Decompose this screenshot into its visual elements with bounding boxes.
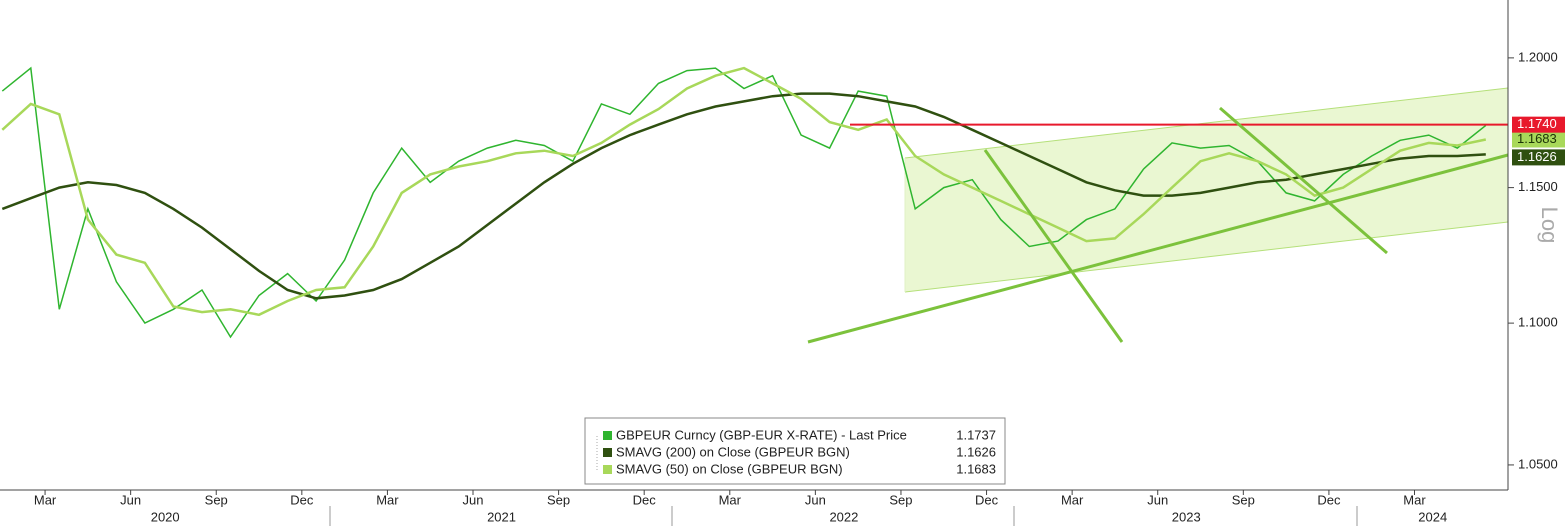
year-label: 2024 bbox=[1418, 509, 1447, 524]
y-tick-label: 1.0500 bbox=[1518, 456, 1558, 471]
last-value-label-box bbox=[1512, 131, 1565, 148]
x-tick-label: Sep bbox=[205, 492, 228, 507]
x-tick-label: Jun bbox=[463, 492, 484, 507]
x-tick-label: Dec bbox=[975, 492, 999, 507]
last-value-label: 1.1683 bbox=[1517, 131, 1557, 146]
year-label: 2022 bbox=[829, 509, 858, 524]
year-label: 2023 bbox=[1172, 509, 1201, 524]
x-tick-label: Mar bbox=[376, 492, 399, 507]
legend-value: 1.1737 bbox=[956, 427, 996, 442]
x-tick-label: Sep bbox=[547, 492, 570, 507]
legend-label: SMAVG (200) on Close (GBPEUR BGN) bbox=[616, 444, 850, 459]
series-line bbox=[1, 92, 1486, 300]
x-tick-label: Dec bbox=[1317, 492, 1341, 507]
year-label: 2020 bbox=[151, 509, 180, 524]
y-tick-label: 1.1500 bbox=[1518, 179, 1558, 194]
legend: GBPEUR Curncy (GBP-EUR X-RATE) - Last Pr… bbox=[584, 417, 1006, 485]
x-tick-label: Mar bbox=[34, 492, 57, 507]
axis-group: 1.0500 1.1000 1.1500 1.2000 Mar Jun Sep Dec Mar J… bbox=[34, 49, 1565, 524]
y-tick-label: 1.2000 bbox=[1518, 49, 1558, 64]
series-line bbox=[1, 66, 1487, 339]
year-label: 2021 bbox=[487, 509, 516, 524]
last-value-label-box bbox=[1512, 149, 1565, 166]
x-tick-label: Mar bbox=[1403, 492, 1426, 507]
legend-value: 1.1683 bbox=[956, 461, 996, 476]
legend-box bbox=[584, 417, 1006, 485]
axis-label: Log bbox=[1537, 207, 1562, 244]
legend-swatch bbox=[603, 465, 612, 474]
series-line bbox=[1, 66, 1487, 317]
plot bbox=[1, 66, 1508, 339]
trend-line bbox=[983, 149, 1124, 343]
y-tick-label: 1.1000 bbox=[1518, 315, 1558, 330]
x-tick-label: Jun bbox=[805, 492, 826, 507]
x-tick-label: Jun bbox=[1147, 492, 1168, 507]
x-tick-label: Dec bbox=[633, 492, 657, 507]
trend-line bbox=[807, 153, 1509, 344]
x-tick-label: Jun bbox=[120, 492, 141, 507]
legend-swatch bbox=[603, 448, 612, 457]
x-tick-label: Sep bbox=[889, 492, 912, 507]
x-tick-label: Sep bbox=[1232, 492, 1255, 507]
reference-label: 1.1740 bbox=[1517, 116, 1557, 131]
legend-label: GBPEUR Curncy (GBP-EUR X-RATE) - Last Pr… bbox=[616, 427, 907, 442]
last-value-label: 1.1626 bbox=[1517, 149, 1557, 164]
x-tick-label: Dec bbox=[290, 492, 314, 507]
x-tick-label: Mar bbox=[719, 492, 742, 507]
legend-value: 1.1626 bbox=[956, 444, 996, 459]
legend-label: SMAVG (50) on Close (GBPEUR BGN) bbox=[616, 461, 843, 476]
channel-edge bbox=[904, 221, 1509, 293]
x-tick-label: Mar bbox=[1061, 492, 1084, 507]
legend-swatch bbox=[603, 431, 612, 440]
trend-line bbox=[1219, 106, 1388, 255]
reference-label-box bbox=[1512, 116, 1565, 133]
